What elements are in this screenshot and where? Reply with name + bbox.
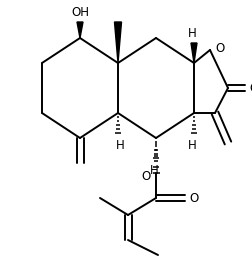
Text: H: H (150, 164, 158, 177)
Text: H: H (116, 139, 124, 152)
Text: H: H (188, 27, 196, 40)
Text: OH: OH (71, 6, 89, 19)
Text: O: O (249, 81, 252, 94)
Polygon shape (191, 43, 197, 63)
Text: O: O (189, 192, 198, 205)
Text: H: H (188, 139, 196, 152)
Text: O: O (142, 169, 151, 182)
Text: O: O (215, 41, 224, 55)
Polygon shape (114, 22, 121, 63)
Polygon shape (77, 22, 83, 38)
